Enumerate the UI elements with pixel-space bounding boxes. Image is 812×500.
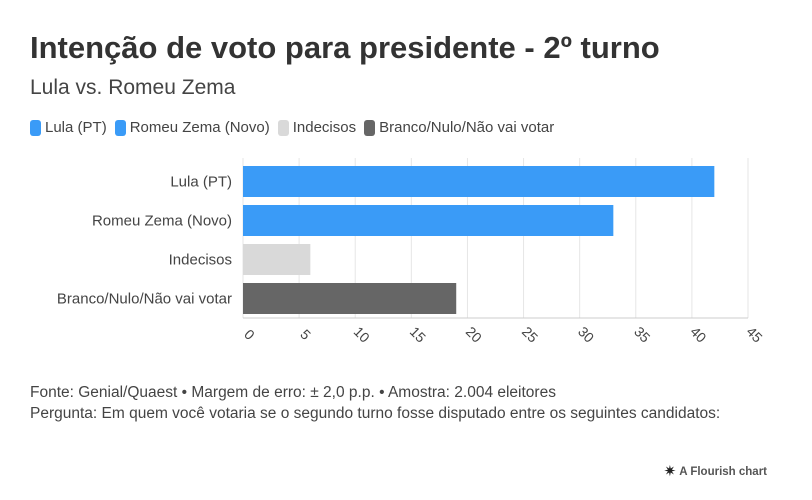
category-label: Indecisos xyxy=(169,252,232,269)
legend-swatch xyxy=(277,119,289,136)
legend-item[interactable]: Lula (PT) xyxy=(30,119,107,136)
bar[interactable] xyxy=(243,166,715,197)
x-tick-label: 45 xyxy=(743,323,765,345)
flourish-asterisk-icon: ✷ xyxy=(663,463,677,480)
category-label: Lula (PT) xyxy=(170,174,232,191)
legend-label: Branco/Nulo/Não vai votar xyxy=(379,119,555,136)
source-note: Fonte: Genial/Quaest • Margem de erro: ±… xyxy=(30,384,556,401)
bar[interactable] xyxy=(243,244,311,275)
category-label: Romeu Zema (Novo) xyxy=(92,213,232,230)
x-tick-label: 15 xyxy=(407,323,429,345)
bar-chart: Lula (PT) Romeu Zema (Novo) Indecisos Branc… xyxy=(57,158,766,346)
legend-item[interactable]: Romeu Zema (Novo) xyxy=(114,119,270,136)
legend-swatch xyxy=(114,119,126,136)
x-tick-label: 35 xyxy=(631,323,653,345)
x-tick-label: 30 xyxy=(575,323,597,345)
question-note: Pergunta: Em quem você votaria se o segu… xyxy=(30,405,721,422)
chart-title: Intenção de voto para presidente - 2º tu… xyxy=(30,30,660,65)
bar[interactable] xyxy=(243,205,614,236)
legend-swatch xyxy=(30,119,41,136)
x-tick-label: 10 xyxy=(351,323,373,345)
x-tick-label: 20 xyxy=(463,323,485,345)
x-tick-label: 25 xyxy=(519,323,541,345)
legend-swatch xyxy=(364,119,376,136)
x-tick-label: 5 xyxy=(297,326,314,343)
legend-item[interactable]: Indecisos xyxy=(277,119,357,136)
category-label: Branco/Nulo/Não vai votar xyxy=(57,291,232,308)
legend-label: Indecisos xyxy=(292,119,357,136)
x-tick-label: 0 xyxy=(241,326,258,343)
legend-label: Romeu Zema (Novo) xyxy=(129,119,270,136)
chart-subtitle: Lula vs. Romeu Zema xyxy=(30,76,236,99)
legend-label: Lula (PT) xyxy=(45,119,107,136)
legend-item[interactable]: Branco/Nulo/Não vai votar xyxy=(364,119,554,136)
bar[interactable] xyxy=(243,283,457,314)
flourish-credit[interactable]: ✷ A Flourish chart xyxy=(664,464,767,479)
x-tick-label: 40 xyxy=(687,323,709,345)
chart-footer: Fonte: Genial/Quaest • Margem de erro: ±… xyxy=(30,382,730,424)
credit-label: A Flourish chart xyxy=(679,465,767,478)
legend: Lula (PT) Romeu Zema (Novo) Indecisos Branc… xyxy=(30,119,554,136)
